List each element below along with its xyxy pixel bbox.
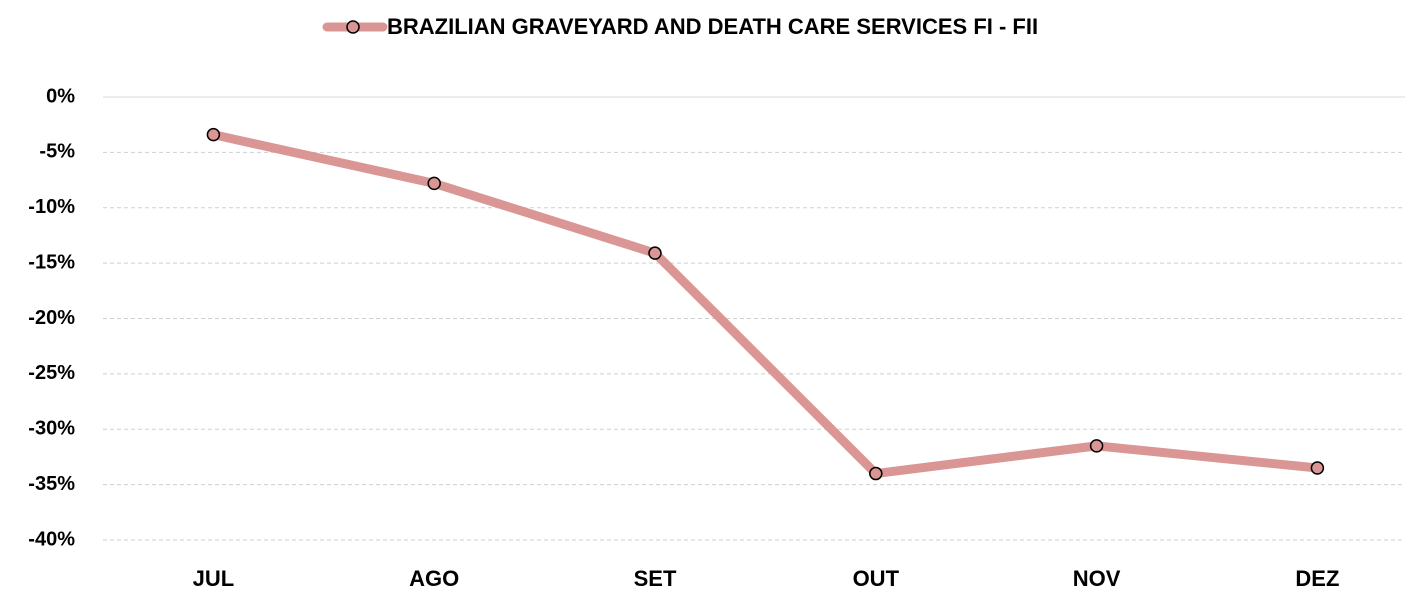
x-tick-label: DEZ: [1295, 566, 1339, 591]
y-tick-label: -10%: [28, 196, 75, 218]
x-tick-label: JUL: [193, 566, 235, 591]
y-tick-label: -30%: [28, 418, 75, 440]
point-marker: [869, 466, 883, 481]
y-tick-label: -15%: [28, 251, 75, 273]
point-marker: [427, 176, 441, 191]
series-line: [208, 130, 1322, 479]
y-tick-label: -20%: [28, 307, 75, 329]
y-tick-label: 0%: [46, 85, 75, 107]
point-marker: [206, 127, 221, 142]
legend-marker: [346, 20, 360, 34]
x-tick-label: NOV: [1073, 566, 1121, 591]
y-tick-label: -35%: [28, 473, 75, 495]
x-tick-label: SET: [634, 566, 677, 591]
y-tick-label: -25%: [28, 362, 75, 384]
point-marker: [1089, 439, 1104, 453]
y-tick-label: -40%: [28, 528, 75, 550]
x-tick-label: OUT: [853, 566, 900, 591]
y-tick-label: -5%: [39, 141, 75, 163]
x-tick-label: AGO: [409, 566, 459, 591]
legend-label: BRAZILIAN GRAVEYARD AND DEATH CARE SERVI…: [387, 14, 1038, 39]
point-marker: [1310, 461, 1325, 475]
point-marker: [648, 246, 662, 260]
